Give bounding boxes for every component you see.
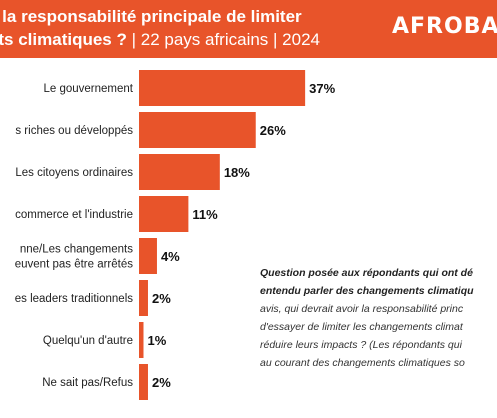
category-label: Quelqu'un d'autre (43, 335, 133, 347)
bar-value-label: 37% (309, 81, 335, 96)
note-line: entendu parler des changements climatiqu (260, 285, 474, 297)
bar-value-label: 18% (224, 165, 250, 180)
category-label: Le gouvernement (43, 83, 133, 95)
bar (139, 280, 148, 316)
chart-title-line-2: nts climatiques ? | 22 pays africains | … (0, 30, 320, 50)
note-line: réduire leurs impacts ? (Les répondants … (260, 339, 462, 351)
title-banner: e la responsabilité principale de limite… (0, 0, 497, 58)
bar-value-label: 2% (152, 375, 171, 390)
category-label: nne/Les changements (20, 244, 133, 256)
bar-chart: 37% Le gouvernement 26% s riches ou dévelop… (15, 70, 336, 400)
question-note: Question posée aux répondants qui ont dé… (260, 264, 497, 372)
note-line: avis, qui devrait avoir la responsabilit… (260, 303, 464, 315)
bar-value-label: 11% (192, 207, 218, 222)
bar-value-label: 2% (152, 291, 171, 306)
bar-value-label: 4% (161, 249, 180, 264)
category-label: Les citoyens ordinaires (15, 167, 133, 179)
bar (139, 154, 220, 190)
category-label: euvent pas être arrêtés (15, 259, 134, 271)
category-label: es leaders traditionnels (15, 293, 134, 305)
bar (139, 196, 189, 232)
category-label: s riches ou développés (15, 125, 133, 137)
afrobarometer-logo: AFROBAR (392, 14, 497, 39)
chart-subtitle: | 22 pays africains | 2024 (126, 30, 320, 49)
note-line: au courant des changements climatiques s… (260, 357, 465, 369)
bar (139, 238, 157, 274)
bar (139, 364, 148, 400)
chart-title-line-1: e la responsabilité principale de limite… (0, 7, 302, 26)
bar (139, 112, 256, 148)
bar (139, 322, 144, 358)
note-line: d'essayer de limiter les changements cli… (260, 321, 463, 333)
category-label: Ne sait pas/Refus (42, 377, 133, 389)
category-label: commerce et l'industrie (15, 209, 133, 221)
note-line: Question posée aux répondants qui ont dé (260, 267, 473, 279)
bar-value-label: 26% (260, 123, 286, 138)
bar-value-label: 1% (147, 333, 166, 348)
bar (139, 70, 306, 106)
chart-title-question-end: nts climatiques ? (0, 30, 127, 49)
